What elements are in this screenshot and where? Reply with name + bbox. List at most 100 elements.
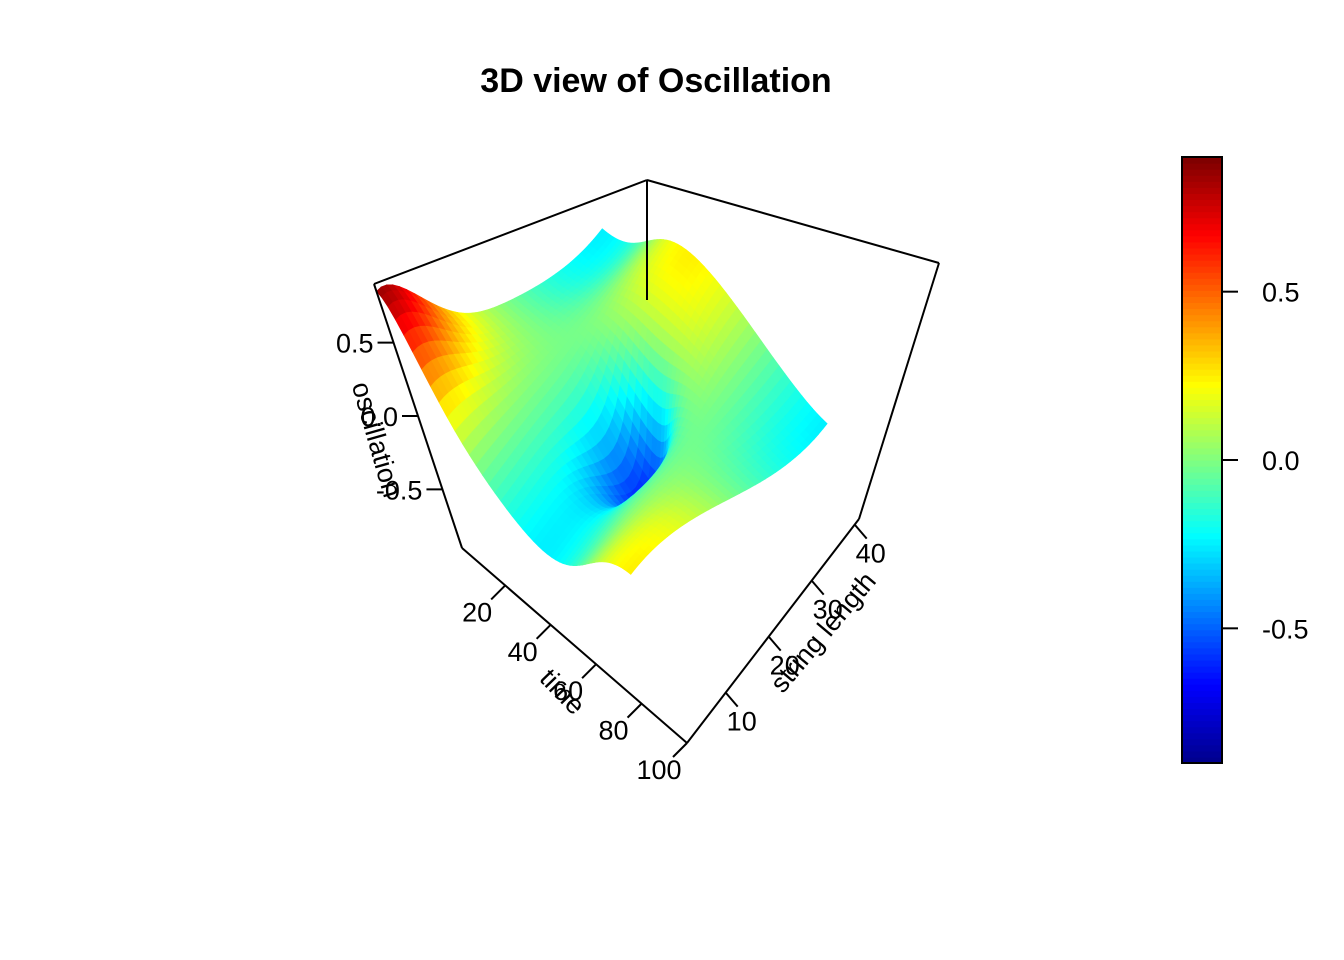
colorbar-swatch bbox=[1182, 508, 1222, 516]
y-axis-label: time bbox=[534, 663, 591, 721]
colorbar-swatch bbox=[1182, 441, 1222, 449]
colorbar-swatch bbox=[1182, 532, 1222, 540]
colorbar-swatch bbox=[1182, 314, 1222, 322]
colorbar-swatch bbox=[1182, 659, 1222, 667]
colorbar-swatch bbox=[1182, 423, 1222, 431]
x-tick bbox=[853, 523, 868, 540]
box-edge bbox=[646, 179, 940, 264]
colorbar-swatch bbox=[1182, 678, 1222, 685]
colorbar-tick-label: -0.5 bbox=[1262, 614, 1309, 644]
colorbar-swatch bbox=[1182, 502, 1222, 510]
y-tick bbox=[490, 584, 506, 601]
colorbar-swatch bbox=[1182, 272, 1222, 279]
colorbar-swatch bbox=[1182, 466, 1222, 473]
x-tick-label: 30 bbox=[813, 595, 843, 625]
colorbar-swatch bbox=[1182, 714, 1222, 722]
colorbar-swatch bbox=[1182, 750, 1222, 758]
colorbar-swatch bbox=[1182, 635, 1222, 643]
colorbar-swatch bbox=[1182, 247, 1222, 255]
colorbar-swatch bbox=[1182, 756, 1222, 764]
colorbar-swatch bbox=[1182, 253, 1222, 261]
colorbar-swatch bbox=[1182, 550, 1222, 558]
colorbar: 0.5 0.0 -0.5 bbox=[1181, 156, 1309, 764]
colorbar-swatch bbox=[1182, 338, 1222, 346]
colorbar-swatch bbox=[1182, 284, 1222, 291]
colorbar-swatch bbox=[1182, 478, 1222, 485]
colorbar-swatch bbox=[1182, 623, 1222, 631]
colorbar-swatch bbox=[1182, 369, 1222, 376]
colorbar-swatch bbox=[1182, 157, 1222, 164]
colorbar-swatch bbox=[1182, 235, 1222, 243]
surface-facet bbox=[626, 565, 636, 575]
z-tick-label: 0.5 bbox=[336, 329, 374, 359]
colorbar-swatch bbox=[1182, 381, 1222, 388]
colorbar-swatch bbox=[1182, 302, 1222, 310]
colorbar-swatch bbox=[1182, 387, 1222, 394]
colorbar-swatch bbox=[1182, 296, 1222, 304]
colorbar-swatch bbox=[1182, 738, 1222, 746]
colorbar-swatch bbox=[1182, 544, 1222, 552]
y-tick bbox=[535, 624, 552, 640]
colorbar-swatch bbox=[1182, 266, 1222, 273]
colorbar-swatch bbox=[1182, 205, 1222, 213]
y-tick bbox=[672, 742, 688, 758]
colorbar-swatch bbox=[1182, 193, 1222, 201]
colorbar-swatch bbox=[1182, 653, 1222, 661]
colorbar-swatch bbox=[1182, 460, 1222, 467]
colorbar-swatch bbox=[1182, 217, 1222, 225]
colorbar-swatch bbox=[1182, 744, 1222, 752]
colorbar-swatch bbox=[1182, 393, 1222, 400]
box-edge bbox=[858, 262, 940, 520]
chart-title: 3D view of Oscillation bbox=[480, 62, 831, 100]
colorbar-swatch bbox=[1182, 363, 1222, 370]
colorbar-swatch bbox=[1182, 684, 1222, 691]
colorbar-swatch bbox=[1182, 350, 1222, 358]
colorbar-swatch bbox=[1182, 611, 1222, 619]
colorbar-swatch bbox=[1182, 199, 1222, 207]
y-tick-label: 100 bbox=[636, 755, 681, 785]
colorbar-swatch bbox=[1182, 332, 1222, 340]
colorbar-swatch bbox=[1182, 720, 1222, 728]
colorbar-swatch bbox=[1182, 641, 1222, 649]
z-tick-label: -0.5 bbox=[376, 475, 423, 505]
colorbar-swatch bbox=[1182, 229, 1222, 237]
colorbar-swatch bbox=[1182, 629, 1222, 637]
x-axis-label: string length bbox=[764, 566, 882, 698]
colorbar-swatch bbox=[1182, 599, 1222, 607]
surface-plot bbox=[376, 228, 828, 575]
colorbar-swatch bbox=[1182, 223, 1222, 231]
colorbar-swatch bbox=[1182, 447, 1222, 455]
colorbar-swatch bbox=[1182, 593, 1222, 600]
colorbar-swatch bbox=[1182, 563, 1222, 570]
colorbar-swatch bbox=[1182, 726, 1222, 734]
y-tick bbox=[626, 702, 643, 719]
colorbar-swatch bbox=[1182, 320, 1222, 328]
box-edge bbox=[461, 547, 688, 744]
colorbar-swatch bbox=[1182, 672, 1222, 679]
colorbar-swatch bbox=[1182, 617, 1222, 625]
colorbar-swatch bbox=[1182, 211, 1222, 219]
y-tick-label: 40 bbox=[508, 637, 538, 667]
colorbar-swatch bbox=[1182, 417, 1222, 425]
colorbar-swatch bbox=[1182, 605, 1222, 613]
x-tick-label: 40 bbox=[856, 539, 886, 569]
colorbar-swatch bbox=[1182, 187, 1222, 194]
z-axis-label: oscillation bbox=[346, 378, 408, 500]
colorbar-swatch bbox=[1182, 702, 1222, 710]
z-tick-label: 0.0 bbox=[360, 402, 398, 432]
colorbar-swatch bbox=[1182, 326, 1222, 334]
colorbar-swatch bbox=[1182, 181, 1222, 188]
x-tick bbox=[767, 635, 782, 652]
colorbar-swatch bbox=[1182, 690, 1222, 697]
y-tick bbox=[581, 663, 597, 679]
surface-facet bbox=[657, 404, 663, 426]
colorbar-swatch bbox=[1182, 484, 1222, 491]
colorbar-swatch bbox=[1182, 581, 1222, 588]
colorbar-swatch bbox=[1182, 344, 1222, 352]
colorbar-swatch bbox=[1182, 708, 1222, 716]
colorbar-swatch bbox=[1182, 278, 1222, 285]
colorbar-swatch bbox=[1182, 647, 1222, 655]
colorbar-swatch bbox=[1182, 453, 1222, 461]
